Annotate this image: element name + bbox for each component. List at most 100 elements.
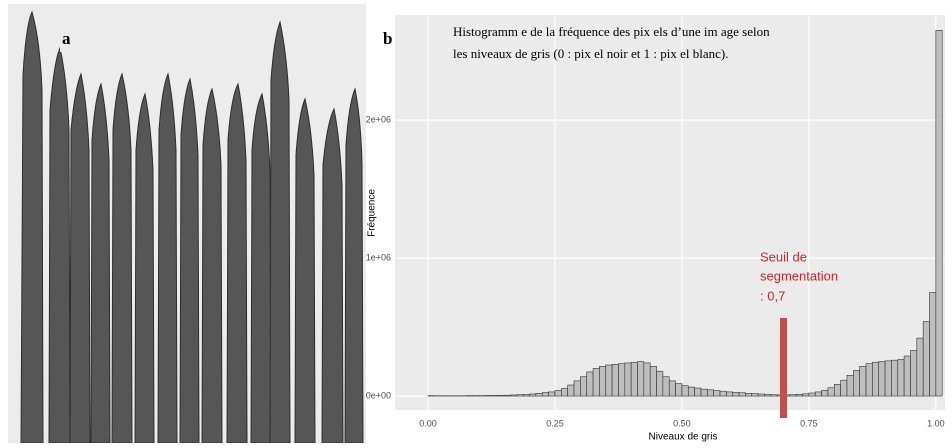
- bar: [803, 394, 809, 396]
- x-axis-title: Niveaux de gris: [649, 432, 718, 443]
- bar: [917, 338, 923, 396]
- bar: [847, 375, 853, 396]
- annotation: segmentation: [760, 268, 838, 283]
- leaf: [295, 99, 315, 443]
- bar: [898, 359, 904, 396]
- x-tick-label: 0.00: [419, 418, 437, 428]
- bar: [822, 390, 828, 396]
- bar: [764, 394, 770, 396]
- bar: [834, 384, 840, 396]
- x-tick-label: 0.50: [673, 418, 691, 428]
- bar: [853, 371, 859, 397]
- bar: [815, 392, 821, 396]
- bar: [593, 368, 599, 396]
- bar: [745, 393, 751, 396]
- leaf: [322, 109, 343, 443]
- leaf: [270, 22, 290, 443]
- bar: [663, 377, 669, 396]
- bar: [485, 396, 491, 397]
- bar: [644, 363, 650, 396]
- x-tick-label: 0.25: [546, 418, 564, 428]
- leaf: [91, 84, 110, 443]
- threshold-marker: [780, 318, 787, 418]
- bar: [612, 364, 618, 396]
- title-line: Histogramm e de la fréquence des pix els…: [453, 24, 770, 39]
- bar: [517, 395, 523, 396]
- bar: [542, 393, 548, 396]
- leaf-photo: [8, 4, 366, 443]
- bar: [771, 395, 777, 396]
- bar: [580, 377, 586, 396]
- leaf: [135, 94, 154, 443]
- bar: [669, 381, 675, 396]
- bar: [555, 391, 561, 397]
- annotation: : 0,7: [760, 288, 785, 303]
- panel-label: b: [383, 29, 392, 48]
- bar: [695, 388, 701, 396]
- annotation: Seuil de: [760, 249, 807, 264]
- bar: [631, 362, 637, 396]
- leaf: [21, 12, 43, 443]
- panel-label: a: [62, 29, 71, 48]
- bar: [733, 392, 739, 396]
- x-tick-label: 0.75: [800, 418, 818, 428]
- leaf: [227, 84, 247, 443]
- bar: [676, 384, 682, 396]
- bar: [904, 356, 910, 396]
- bar: [879, 362, 885, 397]
- bar: [574, 381, 580, 396]
- bar: [758, 394, 764, 396]
- bar: [561, 388, 567, 396]
- plot-panel: [395, 15, 945, 410]
- bar: [549, 392, 555, 396]
- bar: [618, 364, 624, 396]
- bar: [828, 388, 834, 396]
- leaf: [251, 94, 271, 443]
- bar: [682, 386, 688, 396]
- bar: [796, 394, 802, 396]
- bar: [860, 366, 866, 396]
- bar: [930, 293, 936, 397]
- bar: [714, 391, 720, 397]
- bar: [536, 393, 542, 396]
- bar: [606, 365, 612, 396]
- leaf: [345, 89, 363, 443]
- leaf: [70, 74, 90, 443]
- y-axis-title: Fréquence: [367, 189, 378, 237]
- bar: [650, 366, 656, 396]
- bar: [504, 395, 510, 396]
- leaf: [158, 74, 177, 443]
- title-line: les niveaux de gris (0 : pix el noir et …: [453, 46, 728, 61]
- bar: [625, 363, 631, 396]
- bar: [752, 394, 758, 396]
- bar: [739, 393, 745, 396]
- bar: [637, 362, 643, 397]
- bar: [491, 396, 497, 397]
- bar: [866, 364, 872, 396]
- bar: [511, 395, 517, 396]
- leaf: [49, 48, 70, 443]
- bar: [523, 394, 529, 396]
- x-tick-label: 1.00: [927, 418, 945, 428]
- bar: [885, 361, 891, 396]
- leaf: [202, 89, 222, 443]
- bar: [707, 390, 713, 396]
- bar: [891, 360, 897, 396]
- bar: [872, 362, 878, 396]
- bar: [936, 30, 942, 396]
- bar: [923, 322, 929, 397]
- y-tick-label: 1e+06: [366, 252, 391, 262]
- leaf: [180, 79, 199, 443]
- bar: [910, 351, 916, 397]
- bar: [688, 387, 694, 396]
- bar: [841, 380, 847, 396]
- bar: [726, 392, 732, 396]
- bar: [599, 366, 605, 396]
- bar: [701, 389, 707, 396]
- bar: [568, 385, 574, 396]
- y-tick-label: 2e+06: [366, 114, 391, 124]
- y-tick-label: 0e+00: [366, 390, 391, 400]
- bar: [587, 372, 593, 396]
